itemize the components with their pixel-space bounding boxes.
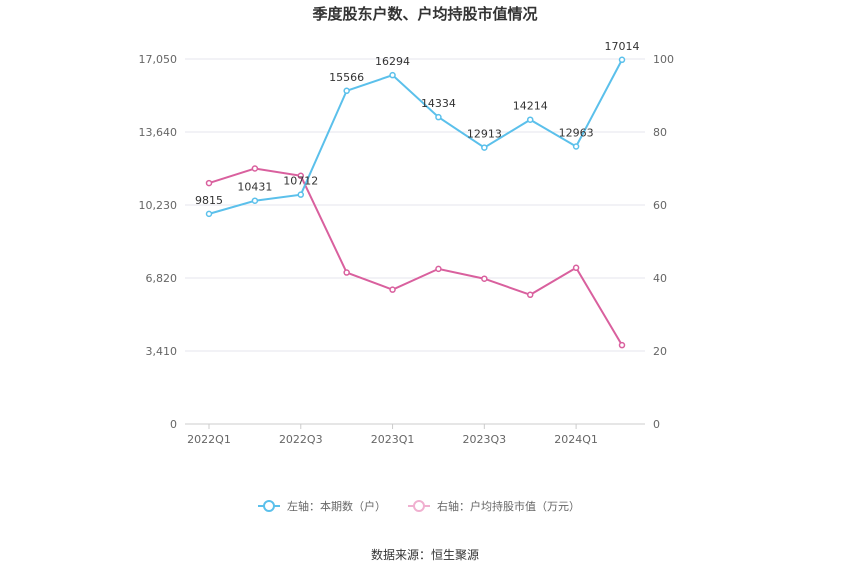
data-point-right[interactable]	[389, 286, 396, 293]
data-label: 17014	[605, 40, 640, 53]
legend-label-left: 左轴：本期数（户）	[287, 499, 386, 513]
data-point-right[interactable]	[526, 291, 534, 299]
legend-label-right: 右轴：户均持股市值（万元）	[437, 499, 580, 513]
data-label: 14214	[513, 100, 548, 113]
left-axis: 0 3,410 6,820 10,230 13,640 17,050	[139, 53, 178, 431]
data-point-left[interactable]	[389, 71, 396, 79]
data-point-left[interactable]	[435, 113, 442, 121]
data-point-left[interactable]	[343, 87, 350, 95]
left-tick-label: 3,410	[146, 345, 178, 358]
data-label: 15566	[329, 71, 364, 84]
legend: 左轴：本期数（户） 右轴：户均持股市值（万元）	[258, 499, 580, 513]
data-point-left[interactable]	[205, 210, 213, 218]
data-label: 12963	[559, 126, 594, 139]
data-point-right[interactable]	[435, 265, 442, 273]
legend-marker-left	[263, 500, 275, 512]
series-line-right	[208, 167, 623, 346]
data-point-right[interactable]	[481, 275, 488, 282]
data-point-right[interactable]	[297, 172, 305, 180]
grid	[185, 58, 645, 425]
data-point-left[interactable]	[526, 116, 534, 123]
left-tick-label: 6,820	[146, 272, 178, 285]
data-label: 16294	[375, 55, 410, 68]
right-tick-label: 60	[653, 199, 667, 212]
data-point-right[interactable]	[205, 179, 213, 187]
data-point-left[interactable]	[481, 144, 488, 151]
right-tick-label: 100	[653, 53, 674, 66]
legend-marker-right	[413, 500, 425, 512]
chart-title: 季度股东户数、户均持股市值情况	[312, 5, 537, 23]
data-point-right[interactable]	[343, 269, 350, 276]
legend-item-left[interactable]: 左轴：本期数（户）	[258, 499, 386, 513]
right-tick-label: 40	[653, 272, 667, 285]
data-point-left[interactable]	[251, 197, 259, 204]
data-point-right[interactable]	[618, 341, 626, 349]
left-tick-label: 10,230	[139, 199, 178, 212]
source-note: 数据来源：恒生聚源	[371, 547, 479, 562]
data-point-left[interactable]	[572, 143, 580, 150]
x-tick-label: 2023Q3	[463, 433, 507, 446]
x-tick-label: 2022Q3	[279, 433, 323, 446]
data-label: 10712	[283, 175, 318, 188]
right-axis: 0 20 40 60 80 100	[653, 53, 674, 431]
legend-item-right[interactable]: 右轴：户均持股市值（万元）	[408, 499, 580, 513]
left-tick-label: 0	[170, 418, 177, 431]
x-axis: 2022Q1 2022Q3 2023Q1 2023Q3 2024Q1	[187, 424, 598, 446]
x-tick-label: 2024Q1	[554, 433, 598, 446]
x-tick-label: 2022Q1	[187, 433, 231, 446]
series-group: 9815 10431 10712 15566 16294 14334 12913 14214 1…	[195, 40, 640, 349]
data-point-left[interactable]	[618, 56, 626, 64]
right-tick-label: 80	[653, 126, 667, 139]
right-tick-label: 20	[653, 345, 667, 358]
data-point-left[interactable]	[297, 191, 305, 198]
data-label: 9815	[195, 194, 223, 207]
data-label: 10431	[237, 181, 272, 194]
series-line-left	[208, 59, 623, 215]
right-tick-label: 0	[653, 418, 660, 431]
x-tick-label: 2023Q1	[371, 433, 415, 446]
data-point-right[interactable]	[572, 264, 580, 272]
data-point-right[interactable]	[251, 165, 259, 172]
left-tick-label: 17,050	[139, 53, 178, 66]
left-tick-label: 13,640	[139, 126, 178, 139]
data-label: 14334	[421, 97, 456, 110]
data-label: 12913	[467, 128, 502, 141]
